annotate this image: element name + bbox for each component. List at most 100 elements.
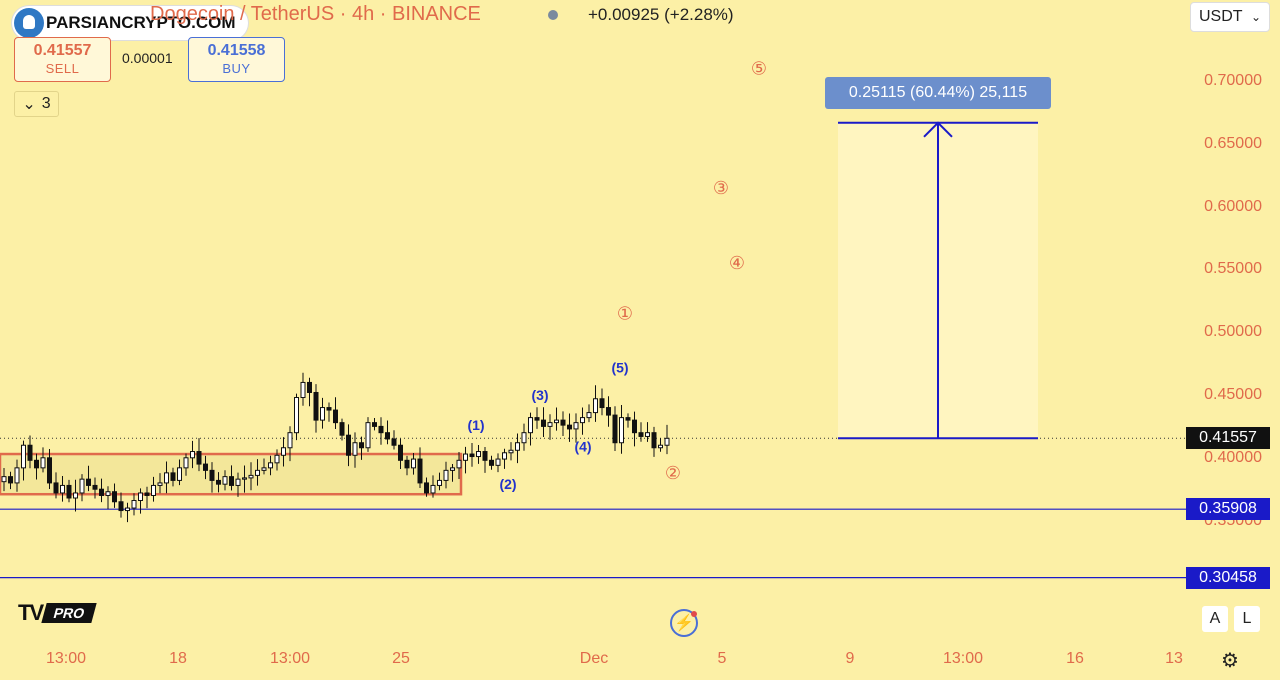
flash-icon[interactable]: ⚡: [670, 609, 698, 637]
wave-label-completed: (2): [499, 476, 516, 492]
candle-body: [274, 454, 280, 464]
wave-label-projected: ①: [617, 303, 633, 324]
candle-body: [105, 491, 111, 496]
candle-body: [346, 434, 351, 456]
auto-scale-button[interactable]: A: [1202, 606, 1228, 632]
candle-body: [216, 479, 221, 485]
time-tick: 25: [392, 650, 410, 667]
candle-body: [170, 472, 176, 481]
candle-body: [463, 453, 468, 461]
candle-body: [515, 442, 520, 451]
price-tick: 0.40000: [1204, 448, 1262, 466]
candle-body: [424, 482, 429, 494]
price-tick: 0.50000: [1204, 323, 1262, 341]
wave-label-projected: ②: [665, 463, 681, 484]
candle-body: [469, 453, 475, 458]
candle-body: [235, 478, 241, 486]
candle-body: [411, 458, 416, 469]
candle-body: [372, 422, 377, 427]
candle-body: [658, 444, 663, 449]
time-tick: Dec: [579, 650, 609, 667]
indicators-toggle[interactable]: ⌄ 3: [14, 91, 59, 117]
projection-arrow-head: [923, 121, 953, 138]
candle-body: [326, 407, 332, 411]
candle-body: [482, 451, 488, 461]
symbol-title[interactable]: Dogecoin / TetherUS · 4h · BINANCE: [150, 3, 481, 25]
candle-body: [580, 417, 585, 424]
time-tick: 13:00: [269, 650, 311, 667]
price-tick: 0.70000: [1204, 72, 1262, 89]
time-tick: 13:00: [942, 650, 984, 667]
wave-label-completed: (5): [611, 359, 628, 375]
wave-label-projected: ⑤: [751, 58, 767, 79]
spread-value: 0.00001: [122, 50, 173, 66]
candle-body: [229, 476, 234, 486]
wave-label-completed: (3): [531, 387, 548, 403]
candle-body: [40, 457, 46, 469]
wave-label-completed: (4): [574, 439, 591, 455]
sell-button[interactable]: 0.41557 SELL: [14, 37, 111, 82]
candle-body: [60, 484, 65, 494]
candle-body: [560, 419, 566, 426]
candle-body: [391, 438, 397, 446]
candle-body: [281, 447, 286, 456]
candle-body: [359, 442, 364, 449]
buy-label: BUY: [222, 61, 251, 76]
candle-body: [619, 417, 624, 444]
candle-body: [313, 391, 319, 421]
candle-body: [8, 476, 13, 484]
candle-body: [450, 467, 455, 471]
candle-body: [287, 432, 293, 449]
level-price-label: 0.30458: [1186, 566, 1270, 589]
candle-body: [567, 424, 572, 430]
candle-body: [307, 381, 312, 393]
sell-price: 0.41557: [33, 42, 92, 59]
candle-body: [476, 451, 481, 458]
candle-body: [73, 492, 78, 499]
pro-badge: PRO: [41, 603, 98, 623]
candle-body: [606, 407, 611, 416]
candle-body: [34, 459, 39, 469]
time-tick: 9: [845, 650, 855, 667]
chevron-down-icon: ⌄: [22, 96, 36, 113]
market-status-icon: [548, 10, 558, 20]
wave-label-projected: ③: [713, 178, 729, 199]
candle-body: [612, 414, 618, 444]
candle-body: [638, 432, 644, 437]
candle-body: [664, 437, 670, 446]
currency-select[interactable]: USDT ⌄: [1190, 2, 1270, 32]
watermark: PARSIANCRYPTO.COM: [12, 6, 248, 40]
candle-body: [21, 444, 26, 469]
candle-body: [268, 462, 273, 469]
price-tick: 0.60000: [1204, 197, 1262, 215]
notification-dot: [691, 611, 697, 617]
log-scale-button[interactable]: L: [1234, 606, 1260, 632]
candle-body: [151, 484, 156, 496]
wave-label-completed: (1): [467, 417, 484, 433]
candle-body: [528, 417, 533, 434]
candle-body: [183, 457, 189, 469]
time-tick: 13:00: [45, 650, 87, 667]
tradingview-mark-icon: TV: [18, 600, 44, 625]
watermark-text: PARSIANCRYPTO.COM: [46, 13, 236, 32]
time-tick: 16: [1066, 650, 1084, 667]
level-price-label: 0.35908: [1186, 498, 1270, 521]
candle-body: [157, 482, 163, 486]
candle-body: [99, 488, 104, 496]
tradingview-logo[interactable]: TV PRO: [18, 600, 98, 626]
candle-body: [339, 422, 345, 436]
settings-gear-icon[interactable]: ⚙: [1221, 650, 1239, 672]
candle-body: [131, 500, 137, 509]
candle-body: [521, 432, 527, 444]
candle-body: [554, 419, 559, 424]
measure-label: 0.25115 (60.44%) 25,115: [825, 77, 1051, 109]
chevron-down-icon: ⌄: [1250, 10, 1261, 24]
candle-body: [138, 492, 143, 502]
price-tick: 0.55000: [1204, 260, 1262, 278]
candle-body: [125, 507, 130, 512]
candle-body: [586, 412, 592, 419]
buy-button[interactable]: 0.41558 BUY: [188, 37, 285, 82]
candle-body: [632, 419, 637, 434]
candle-body: [333, 409, 338, 424]
